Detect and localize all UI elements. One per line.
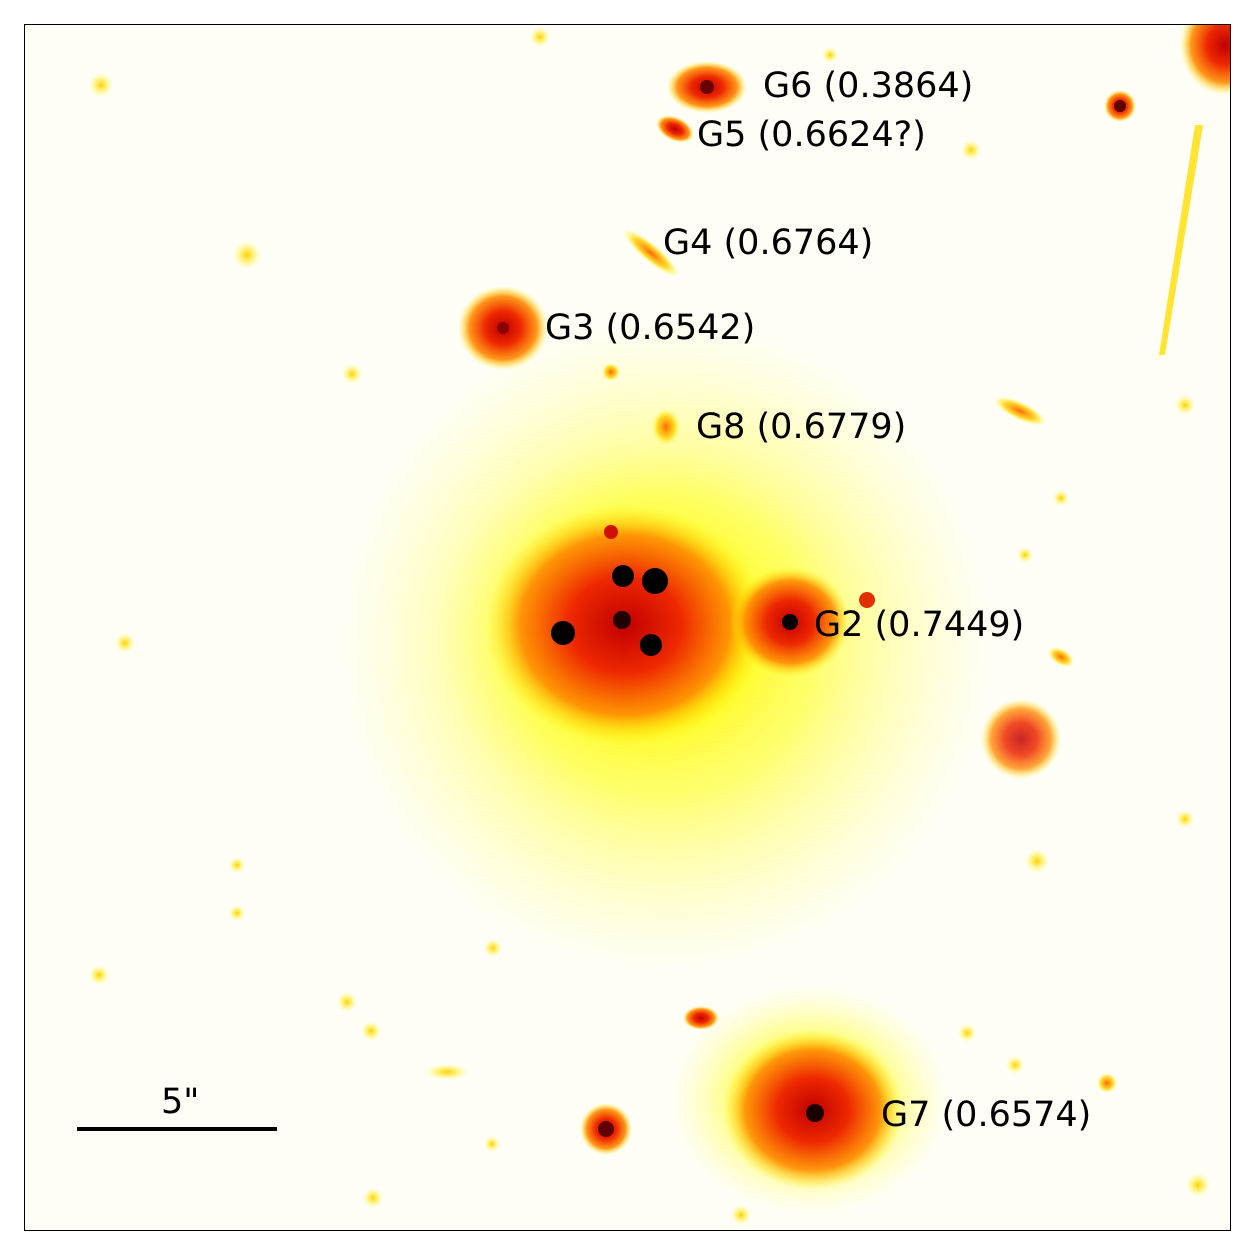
corner-star bbox=[1180, 25, 1230, 95]
label-g4: G4 (0.6764) bbox=[663, 223, 874, 263]
label-g8: G8 (0.6779) bbox=[696, 407, 907, 447]
galaxy-g7-core bbox=[806, 1104, 824, 1122]
label-g7: G7 (0.6574) bbox=[881, 1095, 1092, 1135]
lensed-image-b bbox=[642, 568, 668, 594]
lensed-image-a bbox=[612, 565, 634, 587]
field-galaxy-d bbox=[683, 1006, 719, 1030]
small-knot bbox=[604, 525, 618, 539]
field-star-topright-core bbox=[1114, 100, 1126, 112]
lens-galaxy-core bbox=[613, 611, 631, 629]
galaxy-g3-core bbox=[497, 322, 509, 334]
label-g5: G5 (0.6624?) bbox=[697, 115, 926, 155]
lensed-image-c bbox=[551, 621, 575, 645]
knot-near-g2 bbox=[859, 592, 875, 608]
galaxy-g6-core bbox=[700, 80, 714, 94]
scale-bar bbox=[77, 1127, 277, 1131]
label-g6: G6 (0.3864) bbox=[763, 66, 974, 106]
label-g3: G3 (0.6542) bbox=[545, 308, 756, 348]
field-galaxy-a bbox=[981, 699, 1061, 779]
bright-star-core bbox=[598, 1121, 614, 1137]
scale-bar-label: 5" bbox=[161, 1082, 200, 1122]
diffraction-spike bbox=[1159, 125, 1203, 355]
sky-image bbox=[89, 25, 1230, 1225]
galaxy-g5 bbox=[656, 115, 694, 143]
lensed-image-d bbox=[640, 634, 662, 656]
galaxy-g8 bbox=[652, 409, 680, 445]
galaxy-g4 bbox=[623, 229, 679, 277]
field-galaxy-c bbox=[1048, 647, 1074, 667]
galaxy-g2-core bbox=[782, 614, 798, 630]
label-g2: G2 (0.7449) bbox=[814, 605, 1025, 645]
image-frame: G6 (0.3864) G5 (0.6624?) G4 (0.6764) G3 … bbox=[24, 24, 1231, 1231]
field-galaxy-b bbox=[994, 396, 1046, 426]
faint-sources bbox=[89, 27, 1210, 1225]
